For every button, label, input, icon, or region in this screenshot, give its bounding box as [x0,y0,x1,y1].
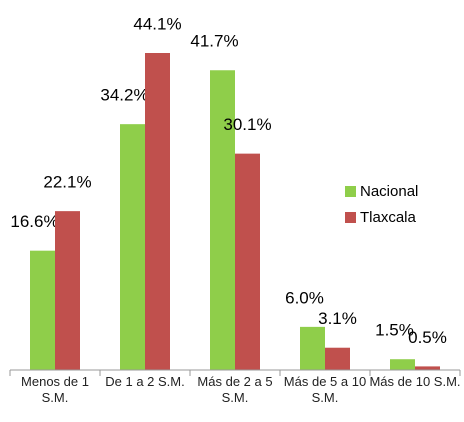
data-label: 44.1% [133,14,181,33]
data-label: 3.1% [318,309,357,328]
bar [30,250,55,370]
x-tick-label: Más de 5 a 10 S.M. [283,374,367,405]
bar [120,124,145,370]
bar [210,70,235,370]
x-tick-label: Más de 2 a 5 S.M. [197,374,273,405]
data-label: 0.5% [408,328,447,347]
data-label: 34.2% [100,86,148,105]
bar [300,326,325,370]
bar [390,359,415,370]
legend-swatch [345,212,356,223]
bar [415,366,440,370]
bar [145,53,170,370]
data-label: 41.7% [190,32,238,51]
data-label: 1.5% [375,321,414,340]
data-label: 16.6% [10,212,58,231]
legend-label: Nacional [360,183,418,200]
x-tick-label: Menos de 1 S.M. [21,374,89,405]
bar [325,347,350,370]
legend-label: Tlaxcala [360,209,417,226]
x-tick-label: Más de 10 S.M. [369,374,461,389]
data-label: 22.1% [43,173,91,192]
x-tick-label: De 1 a 2 S.M. [105,374,185,389]
bar [55,211,80,370]
data-label: 30.1% [223,115,271,134]
data-label: 6.0% [285,288,324,307]
legend-swatch [345,186,356,197]
bar [235,153,260,370]
